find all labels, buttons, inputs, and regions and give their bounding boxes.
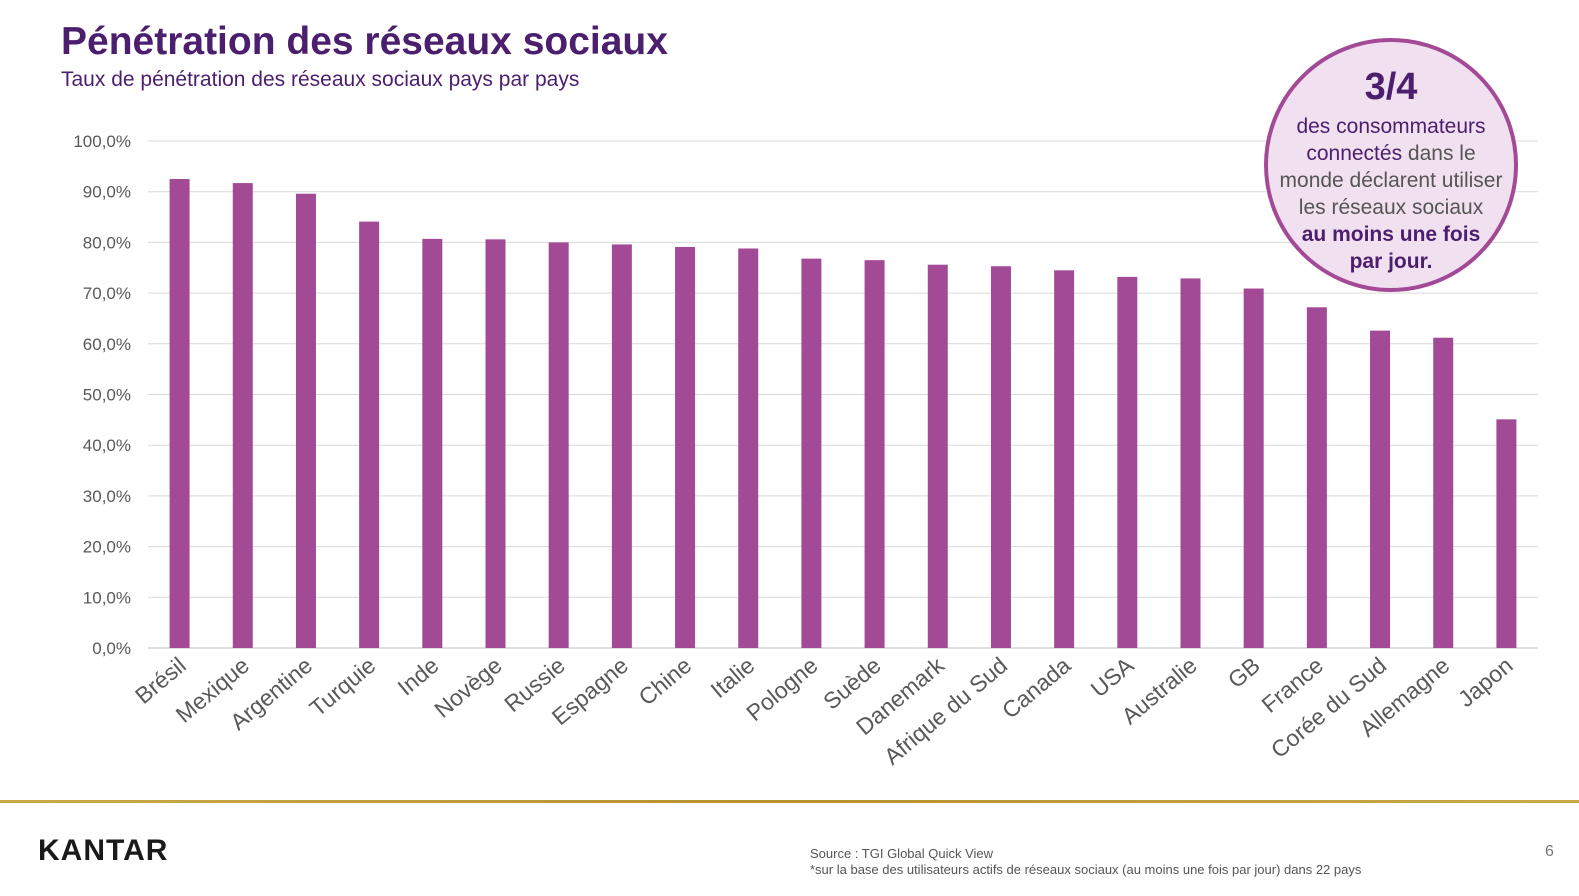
footer-divider — [0, 800, 1579, 803]
bar-chart: 0,0% 10,0% 20,0% 30,0% 40,0% 50,0% 60,0% 70,0% 8… — [73, 132, 1538, 770]
page-subtitle: Taux de pénétration des réseaux sociaux … — [61, 68, 580, 91]
x-tick-label: Italie — [706, 652, 760, 703]
x-tick-label: Pologne — [741, 652, 822, 726]
bar — [675, 246, 696, 648]
y-tick-label: 60,0% — [83, 335, 131, 354]
callout-line-2-rest: dans le — [1402, 142, 1476, 165]
bar — [1370, 330, 1391, 648]
y-tick-label: 100,0% — [73, 132, 131, 151]
bar — [548, 242, 569, 648]
bar — [1180, 278, 1201, 648]
bar — [801, 258, 822, 648]
bar — [359, 221, 380, 648]
callout-line-3: monde déclarent utiliser — [1279, 169, 1503, 192]
callout-line-6: par jour. — [1349, 250, 1433, 273]
callout-line-1: des consommateurs — [1296, 115, 1486, 138]
stat-callout-circle: 3/4 des consommateurs connectés dans le … — [1264, 38, 1518, 292]
bar — [1054, 270, 1075, 648]
x-tick-label: Turquie — [305, 652, 381, 722]
bar — [422, 238, 443, 648]
y-tick-label: 40,0% — [83, 436, 131, 455]
x-tick-label: Japon — [1453, 652, 1518, 712]
bar — [1496, 419, 1517, 648]
bar — [611, 244, 632, 649]
bar — [169, 179, 190, 648]
source-note: Source : TGI Global Quick View *sur la b… — [810, 846, 1361, 878]
bar — [1433, 337, 1454, 648]
bar — [738, 248, 759, 648]
y-tick-label: 20,0% — [83, 538, 131, 557]
callout-fraction: 3/4 — [1364, 66, 1418, 108]
kantar-logo: KANTAR — [38, 834, 169, 867]
bar — [864, 260, 885, 648]
y-tick-label: 80,0% — [83, 233, 131, 252]
source-line-2: *sur la base des utilisateurs actifs de … — [810, 862, 1362, 877]
page-number: 6 — [1545, 843, 1554, 860]
x-tick-label: Chine — [634, 652, 697, 711]
bar — [485, 239, 506, 648]
x-tick-label: Novège — [429, 652, 506, 723]
y-tick-label: 50,0% — [83, 386, 131, 405]
bar — [927, 264, 948, 648]
bar — [295, 193, 316, 648]
y-tick-label: 30,0% — [83, 487, 131, 506]
bar — [1306, 307, 1327, 648]
callout-line-2-highlight: connectés — [1306, 142, 1403, 165]
callout-line-4: les réseaux sociaux — [1298, 196, 1484, 219]
page-title: Pénétration des réseaux sociaux — [61, 20, 668, 63]
x-tick-label: Inde — [393, 652, 444, 701]
y-tick-label: 0,0% — [92, 639, 131, 658]
x-tick-label: GB — [1223, 652, 1265, 693]
bar — [1117, 276, 1138, 648]
x-tick-label: USA — [1086, 651, 1139, 702]
bar — [990, 266, 1011, 648]
x-tick-label: Canada — [997, 652, 1076, 724]
bar — [232, 183, 253, 648]
y-tick-label: 10,0% — [83, 588, 131, 607]
bar — [1243, 288, 1264, 648]
callout-text: des consommateurs connectés dans le mond… — [1274, 113, 1508, 275]
callout-line-5: au moins une fois — [1301, 223, 1481, 246]
y-tick-label: 90,0% — [83, 183, 131, 202]
source-line-1: Source : TGI Global Quick View — [810, 846, 994, 861]
y-tick-label: 70,0% — [83, 284, 131, 303]
